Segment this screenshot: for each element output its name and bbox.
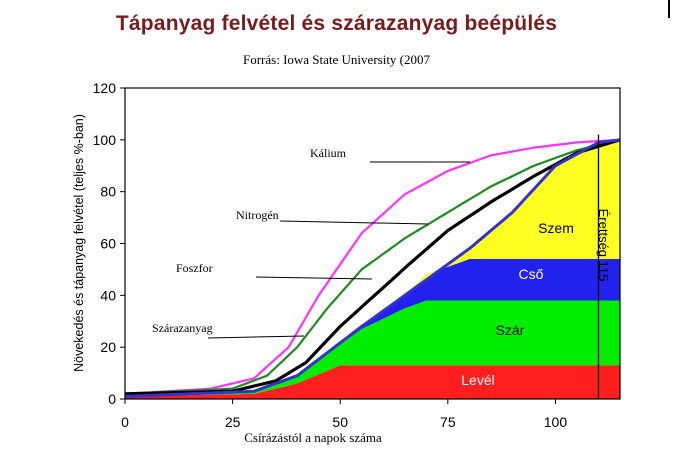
annotation-kalium: Kálium: [310, 146, 347, 160]
x-tick-label-100: 100: [544, 414, 568, 430]
annotation-foszfor: Foszfor: [176, 261, 213, 275]
y-axis-label: Növekedés és tápanyag felvétel (teljes %…: [72, 114, 86, 372]
chart-title: Tápanyag felvétel és szárazanyag beépülé…: [115, 12, 558, 35]
y-tick-label-40: 40: [100, 287, 116, 303]
x-axis-label: Csírázástól a napok száma: [244, 430, 382, 445]
y-tick-label-100: 100: [93, 132, 117, 148]
axes: 0 20 40 60 80 100 120 0 25 50 75 100: [93, 80, 621, 430]
annotation-szarazanyag: Szárazanyag: [152, 321, 213, 335]
band-label-szar: Szár: [496, 322, 525, 338]
band-szar: [125, 300, 620, 397]
band-label-cso: Cső: [519, 266, 544, 282]
y-tick-label-80: 80: [100, 184, 116, 200]
leader-line-nitrogen: [279, 220, 429, 225]
corner-mark: [668, 0, 670, 18]
band-cso: [125, 259, 620, 397]
band-szem: [125, 139, 620, 397]
x-tick-label-50: 50: [332, 414, 348, 430]
y-tick-label-0: 0: [108, 391, 116, 407]
x-tick-label-75: 75: [440, 414, 456, 430]
chart-subtitle: Forrás: Iowa State University (2007: [242, 52, 431, 67]
maturity-label: Érettség 115: [596, 209, 611, 282]
series-line-szarazanyag: [124, 138, 621, 398]
series-line-nitrogen: [124, 138, 621, 395]
chart-labels: Csírázástól a napok száma Növekedés és tá…: [72, 114, 611, 445]
x-tick-label-0: 0: [121, 414, 129, 430]
leader-line-szarazanyag: [207, 335, 305, 339]
y-tick-label-120: 120: [93, 80, 117, 96]
band-label-level: Levél: [461, 372, 494, 388]
y-tick-label-20: 20: [100, 339, 116, 355]
stage-bands: [125, 139, 620, 399]
x-tick-label-25: 25: [225, 414, 241, 430]
band-label-szem: Szem: [538, 220, 574, 236]
series-lines: [124, 134, 621, 399]
annotation-nitrogen: Nitrogén: [236, 208, 279, 222]
band-level: [125, 365, 620, 399]
leader-line-foszfor: [255, 276, 373, 280]
y-tick-label-60: 60: [100, 236, 116, 252]
